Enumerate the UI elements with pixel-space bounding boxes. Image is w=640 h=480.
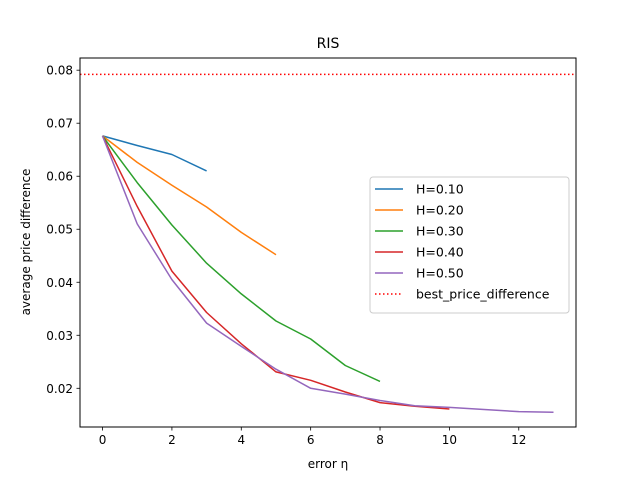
legend: H=0.10 H=0.20 H=0.30 H=0.40 H=0.50 best_price… — [369, 176, 570, 314]
plot-area — [80, 73, 576, 413]
x-axis-label: error η — [308, 457, 348, 471]
x-tick-label: 6 — [307, 433, 315, 447]
legend-label-best-price-difference: best_price_difference — [416, 287, 550, 302]
legend-label-h-0-40: H=0.40 — [416, 245, 464, 260]
x-tick-label: 2 — [168, 433, 176, 447]
legend-box — [369, 176, 570, 314]
legend-label-h-0-10: H=0.10 — [416, 182, 464, 197]
chart-title: RIS — [317, 36, 340, 52]
series-line-h-0-40 — [101, 135, 450, 410]
legend-label-h-0-20: H=0.20 — [416, 203, 464, 218]
series-line-h-0-30 — [101, 135, 381, 383]
y-tick-label: 0.04 — [46, 276, 73, 290]
axes-frame — [79, 57, 577, 428]
y-tick-label: 0.06 — [46, 170, 73, 184]
x-tick-label: 0 — [99, 433, 107, 447]
legend-label-h-0-30: H=0.30 — [416, 224, 464, 239]
x-tick-label: 4 — [237, 433, 245, 447]
y-tick-label: 0.05 — [46, 223, 73, 237]
y-tick-label: 0.07 — [46, 117, 73, 131]
series-line-h-0-50 — [101, 135, 554, 413]
x-tick-label: 10 — [442, 433, 457, 447]
series-line-h-0-20 — [102, 135, 277, 256]
y-tick-label: 0.08 — [46, 64, 73, 78]
y-tick-label: 0.03 — [46, 329, 73, 343]
y-axis-label: average price difference — [19, 169, 33, 316]
series-line-h-0-10 — [102, 135, 207, 172]
axis-ticks: 0 2 4 6 8 10 12 0.02 0.03 0.04 0.05 0.06 0.07 0.08 — [46, 64, 526, 447]
x-tick-label: 8 — [376, 433, 384, 447]
y-tick-label: 0.02 — [46, 382, 73, 396]
legend-label-h-0-50: H=0.50 — [416, 266, 464, 281]
x-tick-label: 12 — [511, 433, 526, 447]
